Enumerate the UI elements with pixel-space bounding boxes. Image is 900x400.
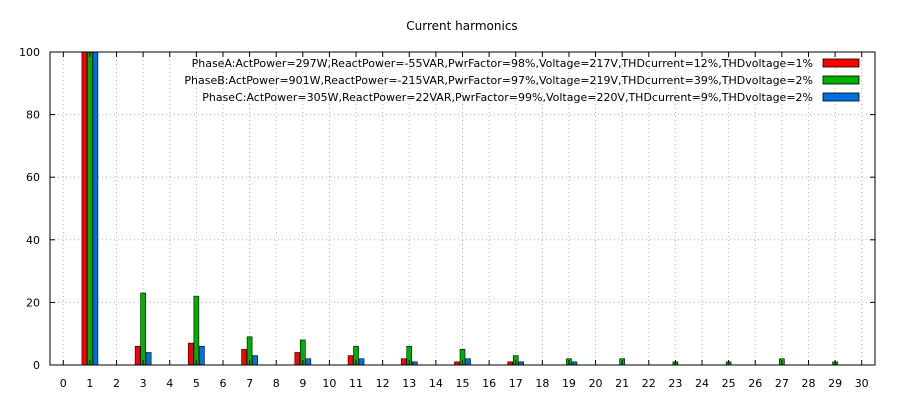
x-tick-label: 25: [722, 377, 736, 390]
x-tick-label: 28: [801, 377, 815, 390]
x-tick-label: 21: [615, 377, 629, 390]
bar-phasea: [188, 342, 194, 366]
x-tick-label: 4: [166, 377, 173, 390]
x-tick-label: 6: [219, 377, 226, 390]
x-tick-label: 26: [748, 377, 762, 390]
y-tick-label: 60: [26, 171, 40, 184]
x-tick-label: 13: [402, 377, 416, 390]
legend-label: PhaseA:ActPower=297W,ReactPower=-55VAR,P…: [192, 57, 813, 70]
bar-phasec: [358, 358, 365, 366]
bar-phasea: [134, 345, 141, 366]
x-tick-label: 22: [642, 377, 656, 390]
legend: PhaseA:ActPower=297W,ReactPower=-55VAR,P…: [184, 57, 860, 104]
grid-lines: [50, 51, 875, 366]
legend-swatch: [822, 92, 860, 102]
y-tick-label: 0: [33, 359, 40, 372]
bar-phasec: [305, 358, 312, 366]
x-tick-label: 17: [509, 377, 523, 390]
y-tick-label: 40: [26, 234, 40, 247]
bar-phasea: [400, 358, 407, 366]
x-tick-label: 1: [86, 377, 93, 390]
legend-label: PhaseC:ActPower=305W,ReactPower=22VAR,Pw…: [202, 91, 813, 104]
x-tick-label: 27: [775, 377, 789, 390]
chart-title: Current harmonics: [406, 19, 517, 33]
x-tick-label: 5: [193, 377, 200, 390]
x-tick-label: 16: [482, 377, 496, 390]
axis-ticks: 0 1 2 3 4 5 6 7 8 9 10 11 12 13 14 15 16 17 18 19 20 21 22 23 24…: [19, 46, 875, 390]
x-tick-label: 30: [855, 377, 869, 390]
x-tick-label: 9: [299, 377, 306, 390]
bar-phasec: [199, 345, 205, 366]
bar-phasea: [81, 51, 88, 366]
bar-phaseb: [87, 51, 93, 366]
x-tick-label: 3: [140, 377, 147, 390]
bar-phasec: [145, 352, 152, 366]
x-tick-label: 19: [562, 377, 576, 390]
legend-swatch: [822, 75, 860, 85]
x-tick-label: 15: [456, 377, 470, 390]
bar-phaseb: [140, 292, 146, 366]
x-tick-label: 20: [589, 377, 603, 390]
x-tick-label: 10: [322, 377, 336, 390]
y-tick-label: 80: [26, 109, 40, 122]
y-tick-label: 100: [19, 46, 40, 59]
x-tick-label: 11: [349, 377, 363, 390]
bar-phasea: [347, 355, 354, 366]
x-tick-label: 29: [828, 377, 842, 390]
legend-swatch: [822, 58, 860, 68]
x-tick-label: 2: [113, 377, 120, 390]
bar-phasec: [92, 51, 99, 366]
x-tick-label: 23: [668, 377, 682, 390]
y-tick-label: 20: [26, 296, 40, 309]
bar-phasea: [241, 349, 247, 366]
x-tick-label: 0: [60, 377, 67, 390]
x-tick-label: 18: [535, 377, 549, 390]
bar-phasec: [252, 355, 258, 366]
x-tick-label: 24: [695, 377, 709, 390]
x-tick-label: 7: [246, 377, 253, 390]
bar-phaseb: [193, 295, 200, 366]
legend-label: PhaseB:ActPower=901W,ReactPower=-215VAR,…: [184, 74, 813, 87]
x-tick-label: 12: [376, 377, 390, 390]
bar-phasec: [465, 358, 471, 366]
x-tick-label: 14: [429, 377, 443, 390]
bar-phasea: [294, 352, 301, 366]
x-tick-label: 8: [273, 377, 280, 390]
